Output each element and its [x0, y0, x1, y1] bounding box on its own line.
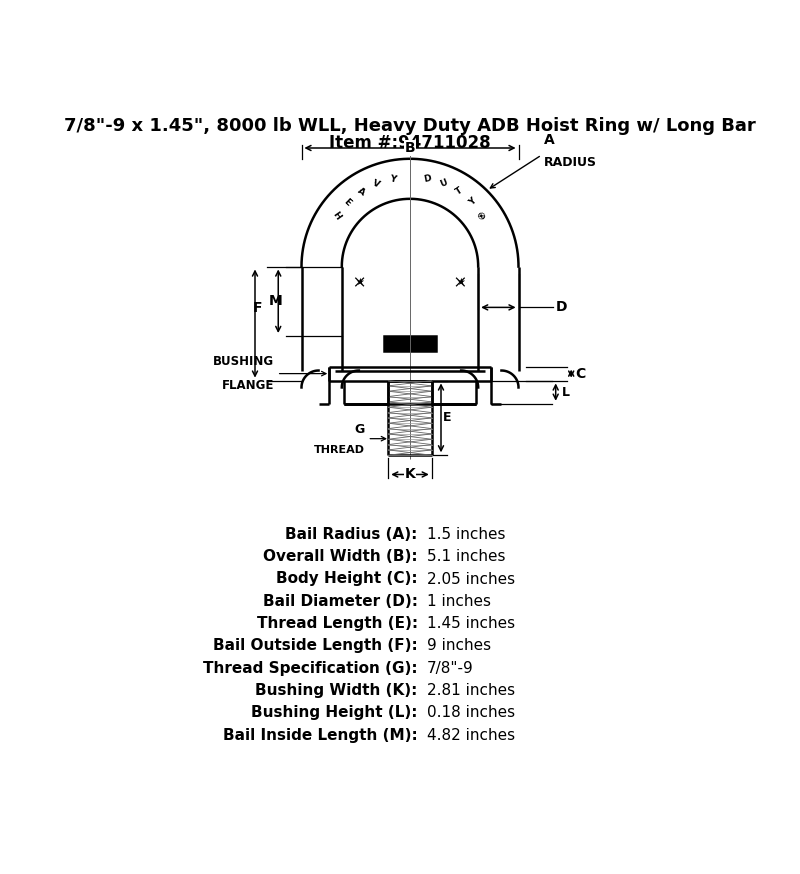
Text: Y: Y	[389, 174, 397, 184]
Text: 1.45 inches: 1.45 inches	[427, 616, 515, 631]
Text: 5.1 inches: 5.1 inches	[427, 549, 506, 565]
Text: D: D	[556, 301, 567, 315]
Text: 9 inches: 9 inches	[427, 639, 491, 654]
Text: B: B	[405, 141, 415, 155]
Text: A: A	[544, 133, 555, 147]
Text: H: H	[330, 210, 342, 221]
Text: 0.18 inches: 0.18 inches	[427, 705, 515, 720]
Text: Thread Specification (G):: Thread Specification (G):	[203, 661, 418, 676]
Text: Bail Inside Length (M):: Bail Inside Length (M):	[223, 728, 418, 743]
Text: Bail Outside Length (F):: Bail Outside Length (F):	[213, 639, 418, 654]
Text: K: K	[405, 468, 415, 482]
Text: RADIUS: RADIUS	[544, 156, 597, 170]
Text: 7/8"-9 x 1.45", 8000 lb WLL, Heavy Duty ADB Hoist Ring w/ Long Bar: 7/8"-9 x 1.45", 8000 lb WLL, Heavy Duty …	[64, 117, 756, 135]
Text: G: G	[355, 423, 365, 435]
Text: D: D	[422, 174, 432, 184]
Text: V: V	[371, 178, 382, 190]
Text: BUSHING: BUSHING	[214, 355, 274, 368]
Text: E: E	[443, 412, 452, 425]
Text: U: U	[438, 178, 449, 190]
Text: Overall Width (B):: Overall Width (B):	[263, 549, 418, 565]
Text: E: E	[342, 197, 353, 208]
Text: ®: ®	[478, 209, 490, 222]
Text: 1.5 inches: 1.5 inches	[427, 527, 506, 542]
Text: ★: ★	[456, 277, 465, 287]
Text: Y: Y	[467, 197, 478, 208]
Text: Item #:94711028: Item #:94711028	[329, 134, 491, 152]
Text: 2.81 inches: 2.81 inches	[427, 683, 515, 698]
Text: Bail Radius (A):: Bail Radius (A):	[286, 527, 418, 542]
Text: 7/8"-9: 7/8"-9	[427, 661, 474, 676]
Text: C: C	[575, 366, 586, 380]
Text: F: F	[254, 302, 262, 316]
Text: Bushing Width (K):: Bushing Width (K):	[255, 683, 418, 698]
Bar	[384, 336, 436, 351]
Text: Bail Diameter (D):: Bail Diameter (D):	[262, 593, 418, 609]
Text: 2.05 inches: 2.05 inches	[427, 572, 515, 586]
Text: M: M	[269, 295, 283, 309]
Text: FLANGE: FLANGE	[222, 379, 274, 392]
Text: Thread Length (E):: Thread Length (E):	[257, 616, 418, 631]
Text: 4.82 inches: 4.82 inches	[427, 728, 515, 743]
Text: THREAD: THREAD	[314, 445, 365, 454]
Text: Bushing Height (L):: Bushing Height (L):	[251, 705, 418, 720]
Text: 1 inches: 1 inches	[427, 593, 491, 609]
Text: ★: ★	[355, 277, 364, 287]
Text: T: T	[454, 186, 464, 198]
Text: L: L	[562, 385, 570, 399]
Text: A: A	[356, 186, 366, 198]
Text: Body Height (C):: Body Height (C):	[276, 572, 418, 586]
